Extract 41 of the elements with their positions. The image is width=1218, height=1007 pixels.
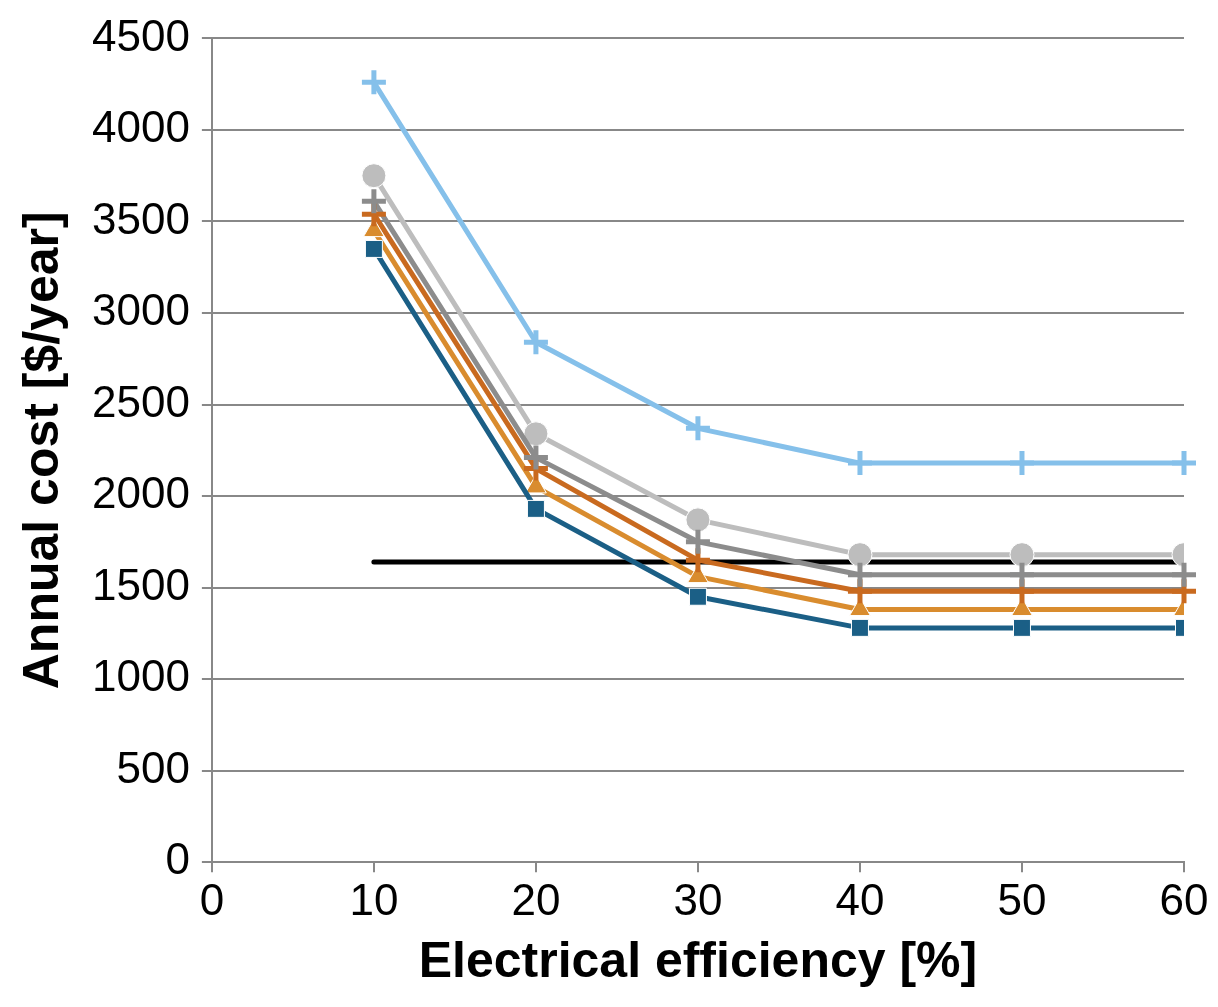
y-tick-label: 1500 xyxy=(91,559,190,609)
point xyxy=(847,451,872,476)
point xyxy=(364,239,383,258)
point xyxy=(526,499,545,518)
point xyxy=(1009,562,1034,587)
x-tick-label: 50 xyxy=(997,874,1047,924)
point xyxy=(847,562,872,587)
point xyxy=(1009,542,1035,568)
point xyxy=(847,542,873,568)
y-tick-label: 0 xyxy=(165,834,190,884)
y-tick-label: 4000 xyxy=(91,102,190,152)
y-axis-title: Annual cost [$/year] xyxy=(12,211,69,690)
point xyxy=(1172,451,1196,476)
x-axis-title: Electrical efficiency [%] xyxy=(418,931,978,988)
y-tick-label: 2500 xyxy=(91,376,190,426)
y-tick-label: 4500 xyxy=(91,10,190,60)
x-tick-label: 60 xyxy=(1159,874,1209,924)
point xyxy=(685,416,710,441)
point xyxy=(523,421,549,447)
point xyxy=(523,445,548,470)
point xyxy=(685,507,711,533)
point xyxy=(361,189,386,214)
point xyxy=(523,330,548,355)
x-tick-label: 40 xyxy=(835,874,885,924)
point xyxy=(1009,451,1034,476)
point xyxy=(361,70,386,95)
x-tick-label: 20 xyxy=(511,874,561,924)
point xyxy=(1013,618,1031,637)
point xyxy=(361,163,387,189)
point xyxy=(685,529,710,554)
y-tick-label: 2000 xyxy=(91,468,190,518)
y-tick-label: 3500 xyxy=(91,193,190,243)
point xyxy=(1172,562,1196,587)
x-tick-label: 0 xyxy=(199,874,225,924)
y-tick-label: 500 xyxy=(116,742,190,792)
point xyxy=(688,587,707,606)
point xyxy=(850,618,869,637)
x-tick-label: 10 xyxy=(349,874,399,924)
y-tick-label: 3000 xyxy=(91,285,190,335)
x-tick-label: 30 xyxy=(673,874,723,924)
y-tick-label: 1000 xyxy=(91,651,190,701)
